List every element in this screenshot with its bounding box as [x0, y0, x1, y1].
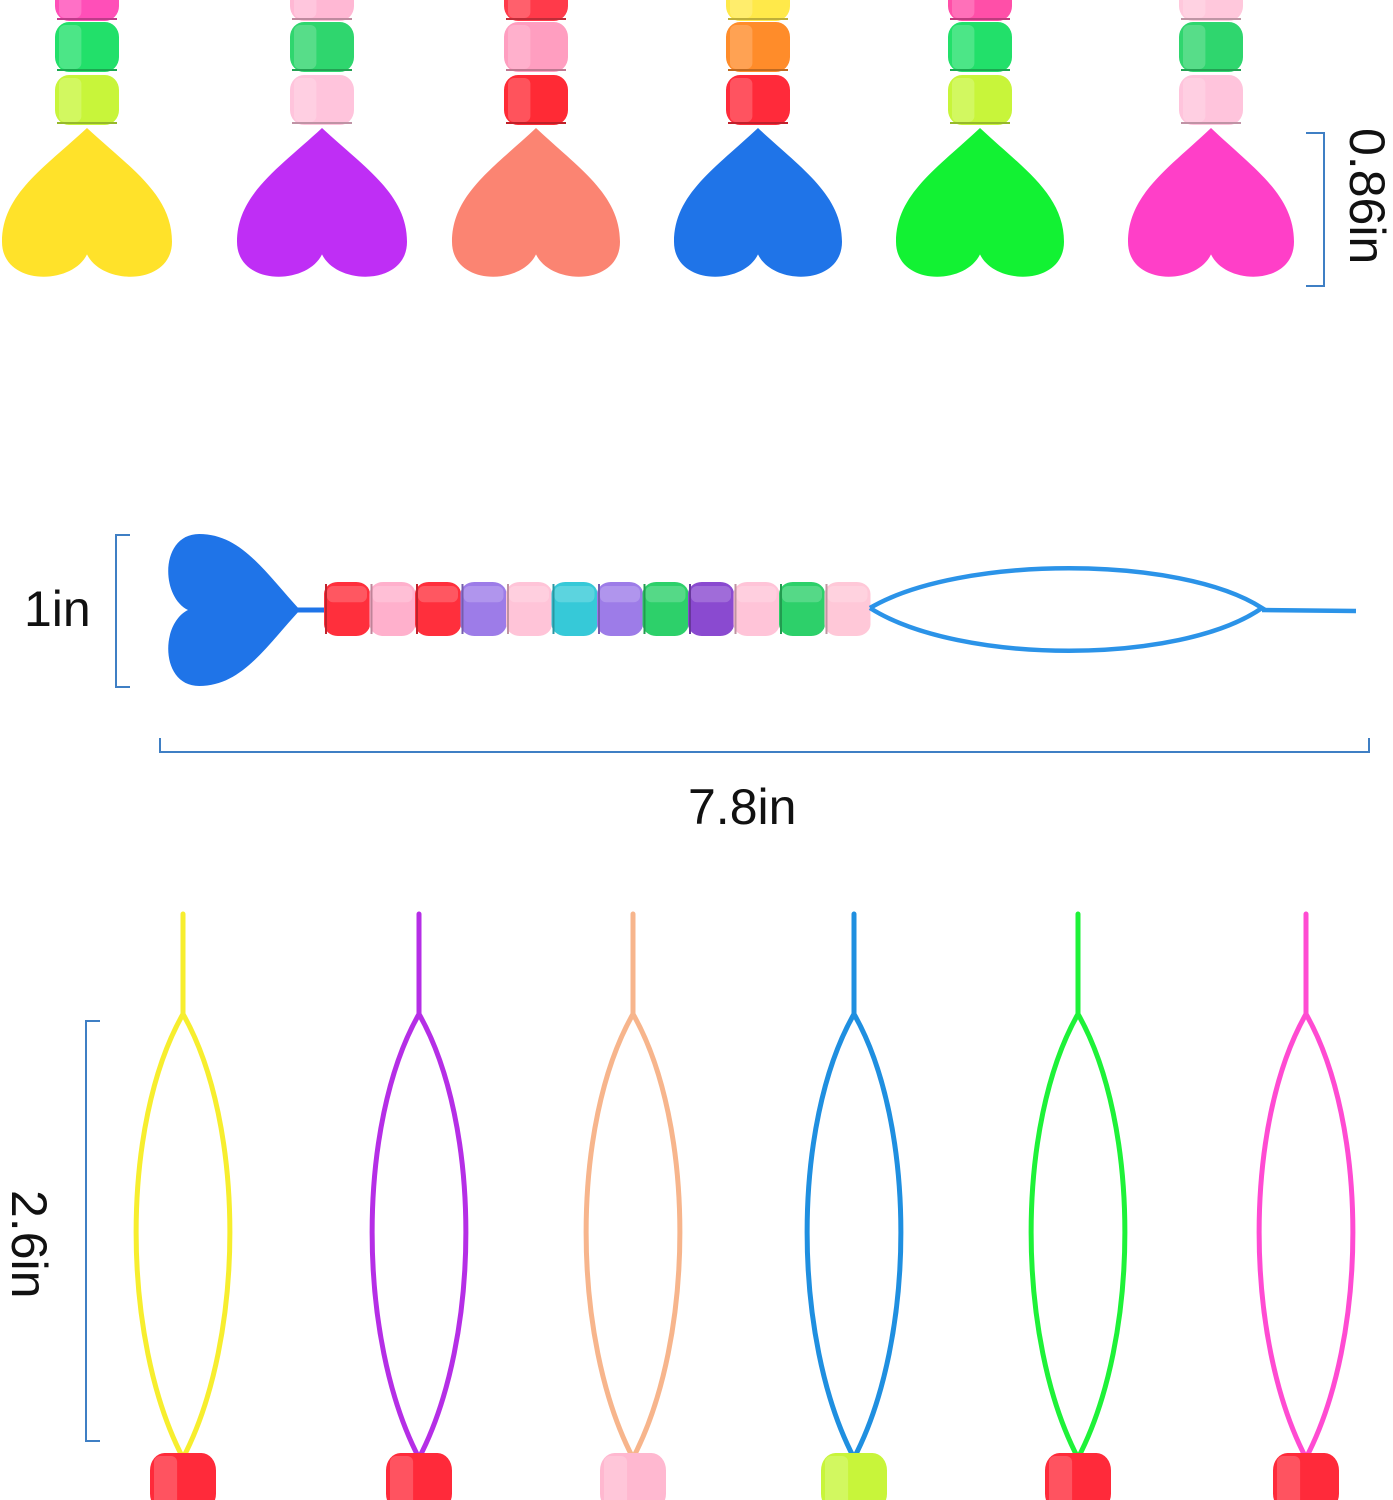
bead	[948, 0, 1012, 21]
wire-loop-threader	[1028, 911, 1128, 1500]
featured-threader	[168, 534, 1357, 686]
wire-loop-threader	[583, 911, 683, 1500]
wire-loop	[583, 1012, 683, 1464]
wire-loop	[804, 1012, 904, 1464]
bead	[597, 582, 643, 636]
heart-threaders-row	[2, 0, 1294, 277]
bead	[1179, 22, 1243, 72]
wire-loop	[868, 566, 1267, 653]
bead	[290, 75, 354, 125]
heart-height-label: 0.86in	[1339, 128, 1393, 265]
bead	[688, 582, 734, 636]
loop-length-label: 2.6in	[1, 1190, 57, 1299]
heart-threader	[674, 0, 842, 277]
heart-threader	[2, 0, 172, 277]
bead	[1273, 1453, 1339, 1500]
bead	[504, 0, 568, 21]
wire-loop-threader	[1256, 911, 1356, 1500]
bead	[642, 582, 689, 636]
bead	[55, 75, 119, 125]
bead	[386, 1453, 452, 1500]
loop-length-dimension-line	[85, 1020, 100, 1442]
length-dimension-lines	[115, 534, 1370, 753]
wire-loop	[1028, 1012, 1128, 1464]
heart-threader	[452, 0, 620, 277]
bead	[733, 582, 780, 636]
bead	[779, 582, 825, 636]
bead	[726, 75, 790, 125]
bead	[726, 0, 790, 21]
wire-loops-row	[133, 911, 1356, 1500]
bead	[1045, 1453, 1111, 1500]
bead	[55, 22, 119, 72]
bead	[600, 1453, 666, 1500]
bead	[324, 582, 370, 636]
heart-threader	[1128, 0, 1294, 277]
bead	[369, 582, 416, 636]
heart-icon	[237, 128, 407, 277]
heart-threader	[237, 0, 407, 277]
heart-height-dimension-line	[1306, 132, 1325, 287]
wire-loop	[1256, 1012, 1356, 1464]
bead	[55, 0, 119, 21]
bead	[150, 1453, 216, 1500]
wire-loop-threader	[133, 911, 233, 1500]
bead	[726, 22, 790, 72]
bead	[504, 75, 568, 125]
wire-tail	[1261, 607, 1357, 614]
bead	[290, 22, 354, 72]
wire-loop	[133, 1012, 233, 1464]
bead	[290, 0, 354, 21]
heart-icon	[168, 534, 300, 686]
bead	[415, 582, 461, 636]
wire-loop-threader	[804, 911, 904, 1500]
bead	[1179, 75, 1243, 125]
bead	[551, 582, 598, 636]
wire-loop	[369, 1012, 469, 1464]
bead	[948, 22, 1012, 72]
heart-threader	[896, 0, 1064, 277]
heart-icon	[2, 128, 172, 277]
bead	[948, 75, 1012, 125]
bead	[506, 582, 552, 636]
height-label: 1in	[24, 581, 91, 637]
heart-icon	[452, 128, 620, 277]
bead	[824, 582, 871, 636]
heart-icon	[1128, 128, 1294, 277]
bead	[460, 582, 507, 636]
width-label: 7.8in	[688, 779, 797, 835]
wire-loop-threader	[369, 911, 469, 1500]
heart-icon	[896, 128, 1064, 277]
bead	[504, 22, 568, 72]
bead	[821, 1453, 887, 1500]
bead	[1179, 0, 1243, 21]
heart-icon	[674, 128, 842, 277]
